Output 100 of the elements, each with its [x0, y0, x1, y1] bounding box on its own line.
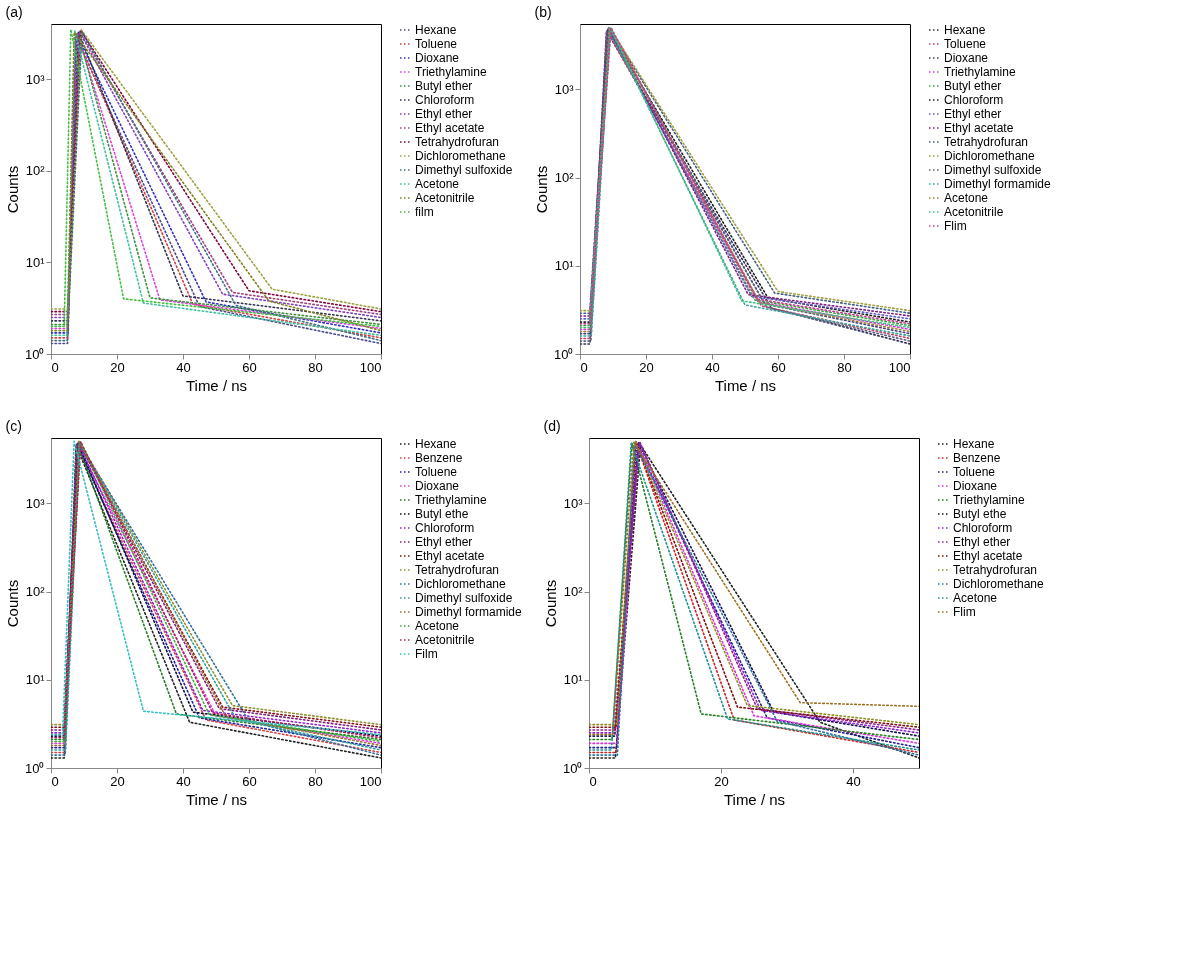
legend-label: Butyl ethe — [415, 507, 469, 521]
y-axis-title: Counts — [4, 165, 22, 214]
x-axis-title: Time / ns — [723, 790, 786, 808]
legend-label: Triethylamine — [953, 493, 1025, 507]
x-axis-title: Time / ns — [185, 376, 248, 394]
legend-label: Acetone — [953, 591, 998, 605]
x-axis-title: Time / ns — [185, 790, 248, 808]
legend-label: Film — [415, 647, 438, 661]
legend-label: Benzene — [953, 451, 1001, 465]
x-tick-label: 0 — [51, 773, 59, 789]
y-tick-label: 10² — [25, 163, 46, 179]
legend-label: Triethylamine — [415, 65, 487, 79]
y-tick-label: 10³ — [554, 81, 575, 97]
y-tick-label: 10¹ — [554, 258, 575, 274]
y-tick-label: 10⁰ — [25, 760, 45, 776]
legend-label: Chloroform — [944, 93, 1004, 107]
x-tick-label: 40 — [705, 359, 720, 375]
y-tick-label: 10² — [563, 584, 584, 600]
legend-label: Hexane — [415, 23, 457, 37]
legend-label: Dioxane — [415, 51, 460, 65]
legend-label: Dichloromethane — [415, 577, 507, 591]
legend-label: Toluene — [953, 465, 996, 479]
x-tick-label: 40 — [846, 773, 861, 789]
x-tick-label: 0 — [51, 359, 59, 375]
legend-label: Dimethyl formamide — [944, 177, 1052, 191]
legend-label: Acetone — [415, 619, 460, 633]
legend-label: Acetonitrile — [944, 205, 1004, 219]
legend-label: Toluene — [415, 465, 458, 479]
y-tick-label: 10⁰ — [554, 346, 574, 362]
legend-label: Ethyl acetate — [953, 549, 1023, 563]
legend-label: Hexane — [415, 437, 457, 451]
x-tick-label: 100 — [359, 773, 382, 789]
legend-label: Chloroform — [415, 521, 475, 535]
legend-label: Toluene — [944, 37, 987, 51]
legend-label: Chloroform — [953, 521, 1013, 535]
x-tick-label: 60 — [242, 359, 257, 375]
legend-label: Acetonitrile — [415, 633, 475, 647]
y-axis-title: Counts — [533, 165, 551, 214]
x-tick-label: 80 — [308, 773, 323, 789]
legend-label: Triethylamine — [415, 493, 487, 507]
y-tick-label: 10⁰ — [25, 346, 45, 362]
legend-label: Dioxane — [415, 479, 460, 493]
y-axis-title: Counts — [542, 579, 560, 628]
y-tick-label: 10² — [25, 584, 46, 600]
chart-title: (a) — [5, 4, 23, 20]
legend-label: Triethylamine — [944, 65, 1016, 79]
legend-label: Tetrahydrofuran — [415, 135, 500, 149]
legend-label: Butyl ether — [415, 79, 473, 93]
legend-label: Ethyl ether — [415, 535, 473, 549]
legend-label: Ethyl ether — [415, 107, 473, 121]
legend-label: Butyl ether — [944, 79, 1002, 93]
legend-label: Hexane — [953, 437, 995, 451]
legend-label: Ethyl ether — [944, 107, 1002, 121]
chart-title: (b) — [534, 4, 552, 20]
legend-label: Ethyl acetate — [415, 121, 485, 135]
legend-label: Tetrahydrofuran — [944, 135, 1029, 149]
legend-label: Dimethyl sulfoxide — [415, 163, 513, 177]
legend-label: Dimethyl sulfoxide — [944, 163, 1042, 177]
y-axis-title: Counts — [4, 579, 22, 628]
x-tick-label: 80 — [837, 359, 852, 375]
legend-label: Ethyl acetate — [944, 121, 1014, 135]
legend-label: Dichloromethane — [415, 149, 507, 163]
x-tick-label: 60 — [242, 773, 257, 789]
y-tick-label: 10³ — [563, 495, 584, 511]
chart-title: (c) — [5, 418, 22, 434]
legend-label: Dioxane — [944, 51, 989, 65]
legend-label: Dimethyl sulfoxide — [415, 591, 513, 605]
legend-label: Ethyl acetate — [415, 549, 485, 563]
legend-label: Ethyl ether — [953, 535, 1011, 549]
legend-label: Flim — [953, 605, 976, 619]
legend-label: Butyl ethe — [953, 507, 1007, 521]
y-tick-label: 10¹ — [25, 672, 46, 688]
x-tick-label: 20 — [110, 359, 125, 375]
legend-label: Dimethyl formamide — [415, 605, 523, 619]
y-tick-label: 10³ — [25, 495, 46, 511]
legend-label: Acetone — [415, 177, 460, 191]
x-tick-label: 80 — [308, 359, 323, 375]
x-tick-label: 20 — [110, 773, 125, 789]
x-tick-label: 60 — [771, 359, 786, 375]
legend-label: Tetrahydrofuran — [415, 563, 500, 577]
legend-label: Acetonitrile — [415, 191, 475, 205]
x-axis-title: Time / ns — [714, 376, 777, 394]
y-tick-label: 10³ — [25, 71, 46, 87]
y-tick-label: 10¹ — [25, 254, 46, 270]
legend-label: Acetone — [944, 191, 989, 205]
x-tick-label: 20 — [714, 773, 729, 789]
legend-label: Flim — [944, 219, 967, 233]
legend-label: Tetrahydrofuran — [953, 563, 1038, 577]
x-tick-label: 20 — [639, 359, 654, 375]
y-tick-label: 10¹ — [563, 672, 584, 688]
y-tick-label: 10⁰ — [563, 760, 583, 776]
legend-label: Chloroform — [415, 93, 475, 107]
legend-label: Benzene — [415, 451, 463, 465]
chart-title: (d) — [543, 418, 561, 434]
x-tick-label: 40 — [176, 773, 191, 789]
x-tick-label: 100 — [888, 359, 911, 375]
x-tick-label: 0 — [589, 773, 597, 789]
y-tick-label: 10² — [554, 170, 575, 186]
x-tick-label: 100 — [359, 359, 382, 375]
x-tick-label: 40 — [176, 359, 191, 375]
